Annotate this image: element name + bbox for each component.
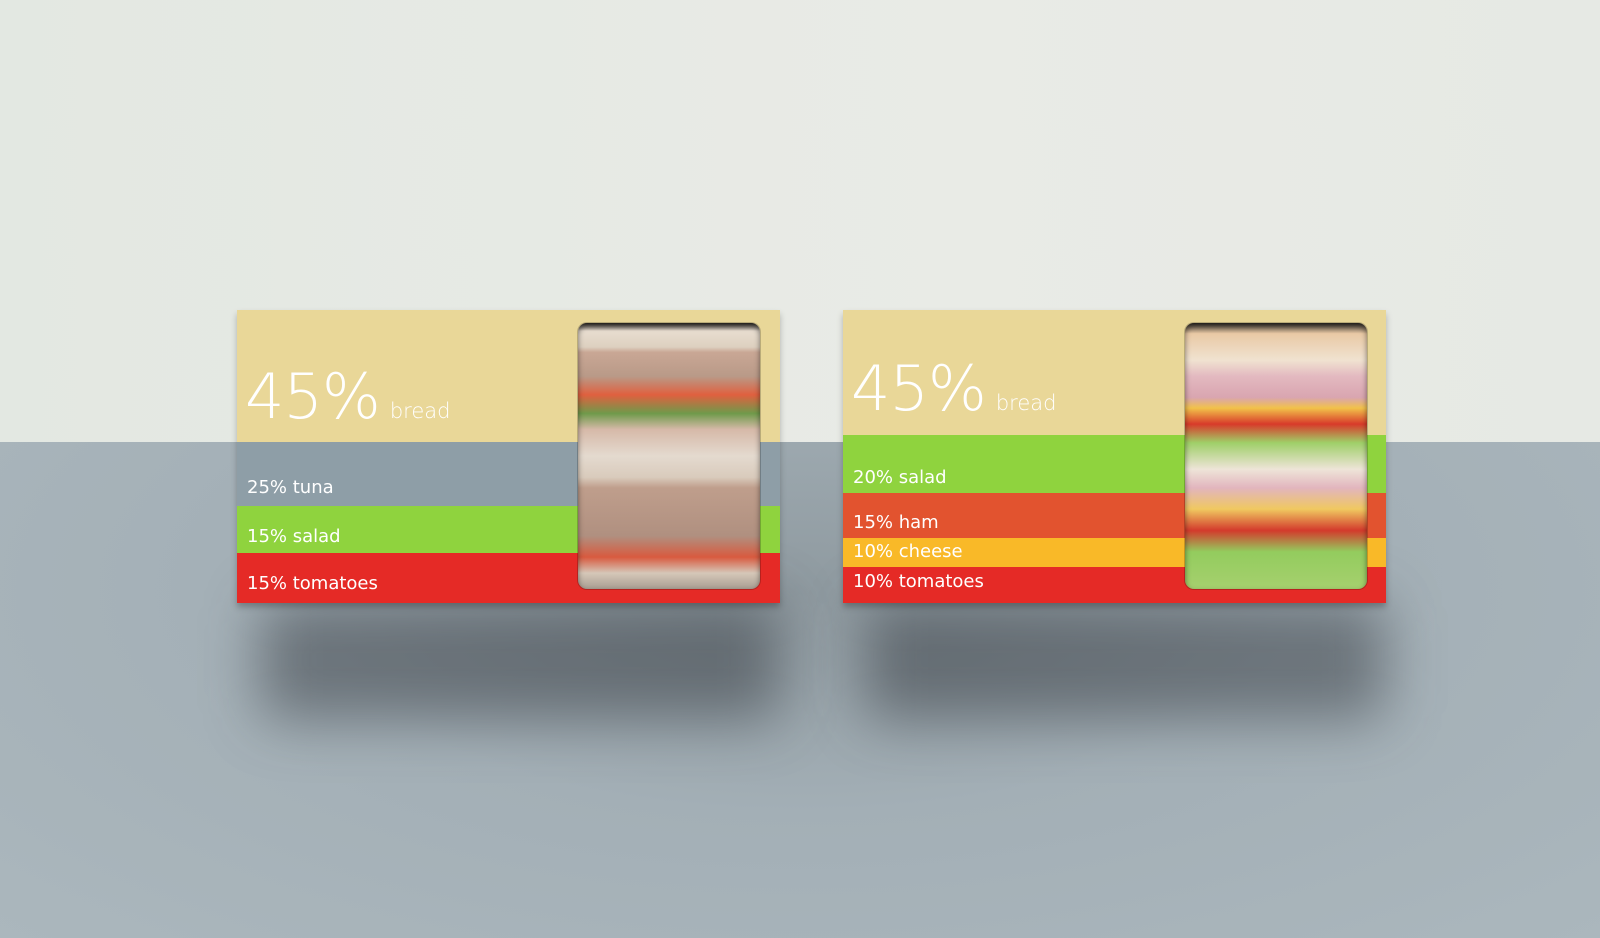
headline-percent: 45%	[245, 360, 381, 433]
headline-bread: 45% bread	[245, 360, 450, 433]
sandwich-window-ham-cheese	[1185, 323, 1367, 589]
ingredient-label: 10% cheese	[853, 541, 963, 562]
box-shadow	[865, 600, 1385, 720]
ingredient-label: 25% tuna	[247, 477, 334, 498]
headline-ingredient: bread	[995, 391, 1057, 415]
sandwich-window-tuna	[578, 323, 760, 589]
sandwich-package-ham: 20% salad 15% ham 10% cheese 10% tomatoe…	[843, 310, 1386, 603]
headline-percent: 45%	[851, 352, 987, 425]
headline-ingredient: bread	[389, 399, 451, 423]
sandwich-package-tuna: 25% tuna 15% salad 15% tomatoes 45% bread	[237, 310, 780, 603]
box-shadow	[260, 600, 780, 720]
ingredient-label: 15% salad	[247, 526, 341, 547]
ingredient-label: 10% tomatoes	[853, 571, 984, 592]
ingredient-label: 15% ham	[853, 512, 939, 533]
ingredient-label: 15% tomatoes	[247, 573, 378, 594]
ingredient-label: 20% salad	[853, 467, 947, 488]
headline-bread: 45% bread	[851, 352, 1056, 425]
